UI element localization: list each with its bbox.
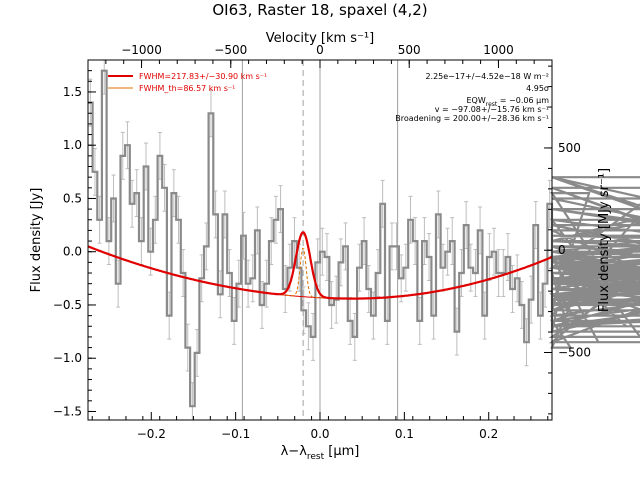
y-tick-label: 0.5 xyxy=(63,191,82,205)
top-tick-label: 500 xyxy=(398,43,421,57)
x-tick-label: 0.1 xyxy=(395,427,414,441)
annotation-velocity: v = −97.08+/−15.76 km s⁻¹ xyxy=(435,105,549,114)
data-series xyxy=(88,69,640,408)
axis-ticks: −0.2 −0.1 0.0 0.1 0.2 −1.5 −1.0 −0.5 0.0 0.5 1.0 1.… xyxy=(53,43,591,441)
x-tick-label: −0.2 xyxy=(137,427,166,441)
top-tick-label: −1000 xyxy=(121,43,162,57)
annotation-eqw-rest: = −0.06 μm xyxy=(497,96,549,105)
annotation-sigma: 4.95σ xyxy=(526,84,549,93)
right-tick-label: 0 xyxy=(558,243,566,257)
chart-title: OI63, Raster 18, spaxel (4,2) xyxy=(212,1,427,19)
annotation-eqw: EQWrest = −0.06 μm xyxy=(466,96,549,108)
spectrum-line xyxy=(88,69,640,408)
y-tick-label: −1.5 xyxy=(53,404,82,418)
annotation-eqw-sub: rest xyxy=(486,101,498,108)
bottom-axis-label: λ−λrest [μm] xyxy=(281,444,360,462)
annotation-eqw-base: EQW xyxy=(466,96,485,105)
legend-fwhm-th-label: FWHM_th=86.57 km s⁻¹ xyxy=(139,84,235,93)
y-tick-label: 1.0 xyxy=(63,138,82,152)
x-tick-label: 0.0 xyxy=(310,427,329,441)
left-axis-label: Flux density [Jy] xyxy=(29,188,44,293)
y-tick-label: −1.0 xyxy=(53,351,82,365)
fit-curves xyxy=(87,231,553,300)
reference-lines xyxy=(241,60,399,420)
top-tick-label: 0 xyxy=(316,43,324,57)
y-tick-label: 1.5 xyxy=(63,85,82,99)
top-tick-label: −500 xyxy=(214,43,247,57)
x-label-unit: [μm] xyxy=(324,444,359,459)
y-tick-label: −0.5 xyxy=(53,298,82,312)
top-tick-label: 1000 xyxy=(483,43,514,57)
right-tick-label: −500 xyxy=(558,346,591,360)
annotation-flux: 2.25e−17+/−4.52e−18 W m⁻² xyxy=(425,72,549,81)
right-axis-label: Flux density [MJy sr⁻¹] xyxy=(597,168,612,312)
legend: FWHM=217.83+/−30.90 km s⁻¹ FWHM_th=86.57… xyxy=(108,72,267,93)
x-tick-label: 0.2 xyxy=(479,427,498,441)
x-label-sub: rest xyxy=(307,452,325,462)
fit-curve xyxy=(87,231,553,300)
fit-annotations: 2.25e−17+/−4.52e−18 W m⁻² 4.95σ EQWrest … xyxy=(395,72,549,123)
top-axis-label: Velocity [km s⁻¹] xyxy=(266,31,374,46)
right-tick-label: 500 xyxy=(558,141,581,155)
x-tick-label: −0.1 xyxy=(221,427,250,441)
legend-fwhm-label: FWHM=217.83+/−30.90 km s⁻¹ xyxy=(139,72,267,81)
y-tick-label: 0.0 xyxy=(63,245,82,259)
x-label-main: λ−λ xyxy=(281,444,308,459)
annotation-broadening: Broadening = 200.00+/−28.36 km s⁻¹ xyxy=(395,114,549,123)
